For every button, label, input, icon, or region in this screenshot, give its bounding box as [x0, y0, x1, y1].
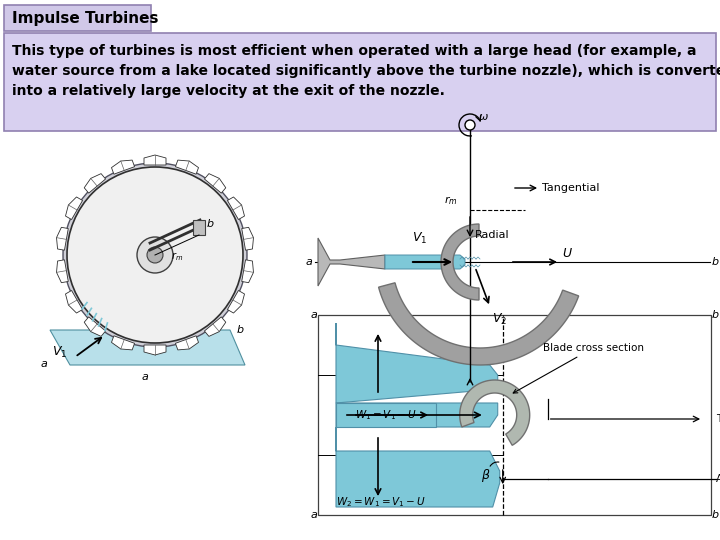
Text: $W_1 = V_1 - U$: $W_1 = V_1 - U$: [355, 408, 417, 422]
Polygon shape: [336, 427, 500, 507]
Text: a: a: [305, 257, 312, 267]
Text: $U$: $U$: [562, 247, 573, 260]
Circle shape: [465, 120, 475, 130]
Text: This type of turbines is most efficient when operated with a large head (for exa: This type of turbines is most efficient …: [12, 44, 720, 98]
Polygon shape: [379, 283, 579, 365]
Text: b: b: [711, 310, 719, 320]
Polygon shape: [242, 227, 253, 250]
Text: Tangential: Tangential: [716, 414, 720, 424]
Polygon shape: [441, 224, 479, 300]
Text: $r_m$: $r_m$: [444, 194, 458, 207]
Text: b: b: [712, 257, 719, 267]
Polygon shape: [228, 197, 245, 220]
Text: Blade cross section: Blade cross section: [513, 343, 644, 393]
Text: b: b: [711, 510, 719, 520]
Bar: [336, 403, 436, 427]
Polygon shape: [176, 160, 199, 174]
Circle shape: [67, 167, 243, 343]
Text: b: b: [207, 219, 214, 229]
Text: $\beta$: $\beta$: [481, 467, 491, 483]
Polygon shape: [144, 345, 166, 355]
Text: $V_1$: $V_1$: [413, 231, 428, 246]
Polygon shape: [176, 336, 199, 350]
FancyBboxPatch shape: [4, 33, 716, 131]
Text: a: a: [40, 359, 47, 369]
Text: Impulse Turbines: Impulse Turbines: [12, 10, 158, 25]
Polygon shape: [336, 323, 498, 403]
Polygon shape: [56, 227, 68, 250]
Circle shape: [137, 237, 173, 273]
Polygon shape: [336, 403, 498, 427]
Text: Radial: Radial: [475, 230, 510, 240]
Polygon shape: [204, 174, 226, 193]
Text: Axial: Axial: [716, 474, 720, 484]
Circle shape: [63, 163, 247, 347]
Polygon shape: [84, 317, 106, 336]
Polygon shape: [112, 336, 135, 350]
Bar: [193, 220, 205, 235]
Polygon shape: [318, 238, 385, 286]
Polygon shape: [66, 291, 83, 313]
Text: $\omega$: $\omega$: [478, 112, 489, 122]
Polygon shape: [56, 260, 68, 282]
Polygon shape: [66, 197, 83, 220]
Text: a: a: [310, 510, 318, 520]
Text: $V_1$: $V_1$: [52, 345, 67, 360]
Text: Tangential: Tangential: [542, 183, 600, 193]
Polygon shape: [84, 174, 106, 193]
Polygon shape: [242, 260, 253, 282]
Polygon shape: [204, 317, 226, 336]
Text: a: a: [142, 372, 148, 382]
Text: a: a: [310, 310, 318, 320]
Circle shape: [147, 247, 163, 263]
Text: $r_m$: $r_m$: [171, 250, 183, 263]
Polygon shape: [459, 380, 530, 446]
Polygon shape: [228, 291, 245, 313]
Text: b: b: [237, 325, 244, 335]
Polygon shape: [385, 255, 465, 269]
Polygon shape: [112, 160, 135, 174]
Polygon shape: [50, 330, 245, 365]
Text: $V_2$: $V_2$: [492, 312, 507, 327]
Text: $W_2 = W_1 = V_1 - U$: $W_2 = W_1 = V_1 - U$: [336, 495, 426, 509]
Bar: [318, 315, 711, 515]
Polygon shape: [144, 155, 166, 165]
FancyBboxPatch shape: [4, 5, 151, 31]
